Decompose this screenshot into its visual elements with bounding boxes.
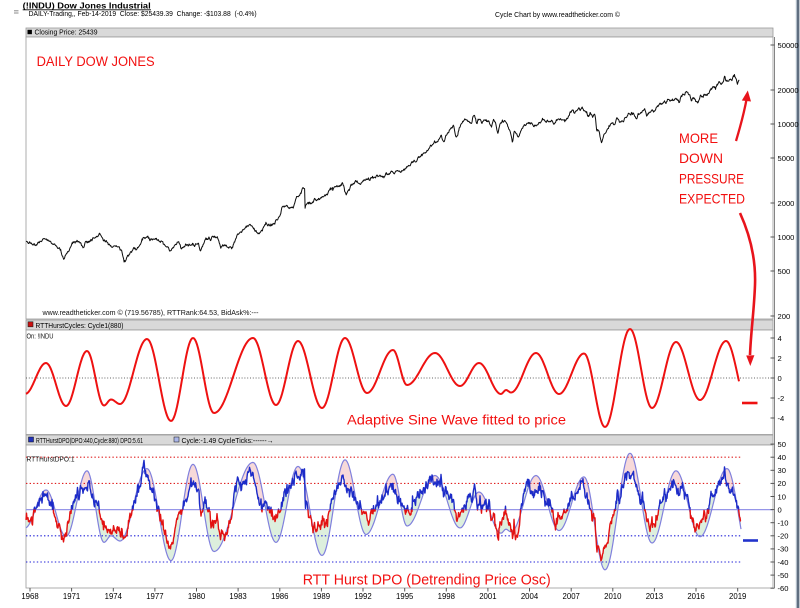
svg-text:1998: 1998 <box>438 592 455 601</box>
svg-text:4: 4 <box>778 334 782 343</box>
svg-text:RTTHurstDPO:1: RTTHurstDPO:1 <box>27 455 75 464</box>
svg-text:40: 40 <box>778 453 786 462</box>
svg-text:2007: 2007 <box>563 592 580 601</box>
svg-text:DOWN: DOWN <box>679 151 723 166</box>
svg-text:1983: 1983 <box>229 592 246 601</box>
svg-text:2010: 2010 <box>604 592 622 601</box>
svg-text:2016: 2016 <box>687 592 704 601</box>
svg-text:200: 200 <box>778 312 791 321</box>
svg-text:EXPECTED: EXPECTED <box>679 192 745 207</box>
svg-text:-20: -20 <box>778 532 789 541</box>
svg-text:1989: 1989 <box>313 592 330 601</box>
svg-text:-60: -60 <box>778 584 789 593</box>
svg-text:Cycle:-1.49 CycleTicks:------→: Cycle:-1.49 CycleTicks:------→ <box>182 436 274 445</box>
svg-text:2019: 2019 <box>729 592 746 601</box>
svg-text:-40: -40 <box>778 558 789 567</box>
svg-text:Closing Price: 25439: Closing Price: 25439 <box>35 27 98 36</box>
svg-text:20: 20 <box>778 479 786 488</box>
svg-text:2: 2 <box>778 354 782 363</box>
svg-text:1995: 1995 <box>396 592 414 601</box>
svg-text:RTT Hurst DPO (Detrending Pric: RTT Hurst DPO (Detrending Price Osc) <box>303 573 551 589</box>
svg-text:50000: 50000 <box>778 41 799 50</box>
svg-text:1968: 1968 <box>21 592 38 601</box>
svg-text:50: 50 <box>778 440 786 449</box>
svg-text:-4: -4 <box>778 414 785 423</box>
svg-text:2013: 2013 <box>646 592 663 601</box>
svg-text:Adaptive Sine Wave fitted to p: Adaptive Sine Wave fitted to price <box>347 413 566 429</box>
svg-text:1986: 1986 <box>271 592 288 601</box>
svg-text:1971: 1971 <box>63 592 80 601</box>
svg-text:RTTHurstCycles: Cycle1(880): RTTHurstCycles: Cycle1(880) <box>36 321 124 330</box>
svg-text:(!INDU) Dow Jones Industrial: (!INDU) Dow Jones Industrial <box>23 0 151 10</box>
svg-text:-30: -30 <box>778 545 789 554</box>
svg-text:Cycle Chart by www.readthetick: Cycle Chart by www.readtheticker.com © <box>495 10 620 19</box>
svg-text:1980: 1980 <box>188 592 206 601</box>
svg-text:10000: 10000 <box>778 120 799 129</box>
svg-text:MORE: MORE <box>679 131 718 146</box>
svg-text:DAILY-Trading,, Feb-14-2019 C: DAILY-Trading,, Feb-14-2019 Close: $2543… <box>29 9 257 18</box>
svg-text:2000: 2000 <box>778 199 795 208</box>
svg-text:10: 10 <box>778 492 786 501</box>
svg-text:2004: 2004 <box>521 592 539 601</box>
svg-text:500: 500 <box>778 267 791 276</box>
svg-text:5000: 5000 <box>778 154 795 163</box>
svg-text:RTTHurstDPO(DPO:440,Cycle:880): RTTHurstDPO(DPO:440,Cycle:880) DPO:5.61 <box>36 436 143 445</box>
svg-text:-50: -50 <box>778 571 789 580</box>
svg-text:20000: 20000 <box>778 86 799 95</box>
svg-text:-10: -10 <box>778 519 789 528</box>
svg-text:1992: 1992 <box>354 592 371 601</box>
svg-text:1000: 1000 <box>778 233 795 242</box>
svg-text:30: 30 <box>778 466 786 475</box>
svg-text:0: 0 <box>778 374 782 383</box>
svg-text:1977: 1977 <box>146 592 163 601</box>
svg-text:2001: 2001 <box>479 592 496 601</box>
svg-text:On: !INDU: On: !INDU <box>27 332 54 341</box>
svg-text:0: 0 <box>778 505 782 514</box>
svg-text:www.readtheticker.com © (719.5: www.readtheticker.com © (719.56785), RTT… <box>42 308 259 317</box>
svg-text:1974: 1974 <box>105 592 123 601</box>
svg-text:-2: -2 <box>778 394 785 403</box>
svg-text:PRESSURE: PRESSURE <box>679 171 744 186</box>
svg-text:DAILY DOW JONES: DAILY DOW JONES <box>37 54 155 70</box>
